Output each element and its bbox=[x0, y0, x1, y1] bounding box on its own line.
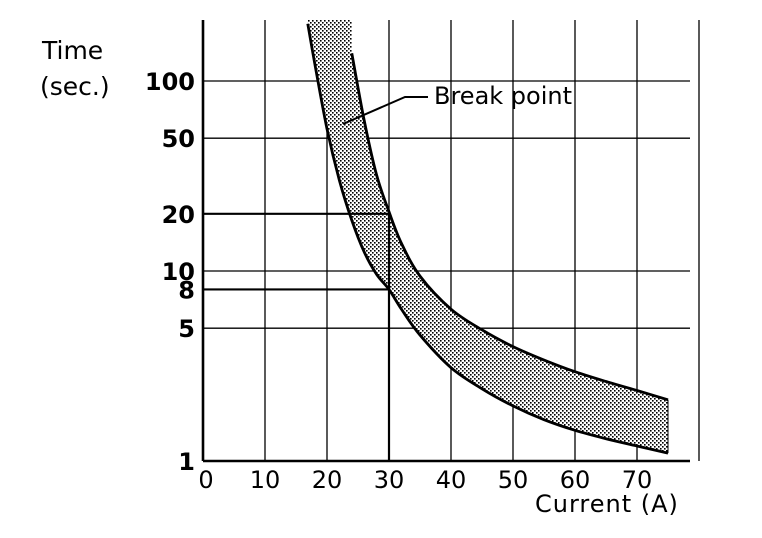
y-tick-label-100: 100 bbox=[145, 68, 195, 96]
y-axis-label-line-1: Time bbox=[42, 36, 104, 65]
break-band bbox=[306, 20, 669, 455]
x-tick-label-50: 50 bbox=[498, 466, 529, 494]
y-tick-label-50: 50 bbox=[162, 125, 195, 153]
y-tick-label-10: 10 bbox=[162, 258, 195, 286]
annotation-leader bbox=[342, 96, 428, 125]
y-tick-label-1: 1 bbox=[178, 448, 195, 476]
break-point-label: Break point bbox=[434, 82, 573, 110]
x-tick-label-10: 10 bbox=[250, 466, 281, 494]
x-tick-label-30: 30 bbox=[374, 466, 405, 494]
x-tick-label-70: 70 bbox=[622, 466, 653, 494]
break-point-leader-line bbox=[342, 96, 428, 125]
x-tick-label-40: 40 bbox=[436, 466, 467, 494]
x-tick-label-20: 20 bbox=[312, 466, 343, 494]
band-fill bbox=[307, 20, 668, 454]
y-tick-label-20: 20 bbox=[162, 201, 195, 229]
axes bbox=[201, 20, 690, 463]
upper-curve bbox=[350, 52, 669, 402]
y-tick-label-5: 5 bbox=[178, 315, 195, 343]
lower-curve bbox=[306, 23, 669, 455]
x-tick-label-0: 0 bbox=[198, 466, 213, 494]
x-axis-label: Current (A) bbox=[535, 490, 679, 518]
y-tick-label-8: 8 bbox=[178, 276, 195, 304]
x-tick-label-60: 60 bbox=[560, 466, 591, 494]
y-axis-label-line-2: (sec.) bbox=[40, 72, 110, 101]
reference-lines bbox=[203, 212, 391, 461]
